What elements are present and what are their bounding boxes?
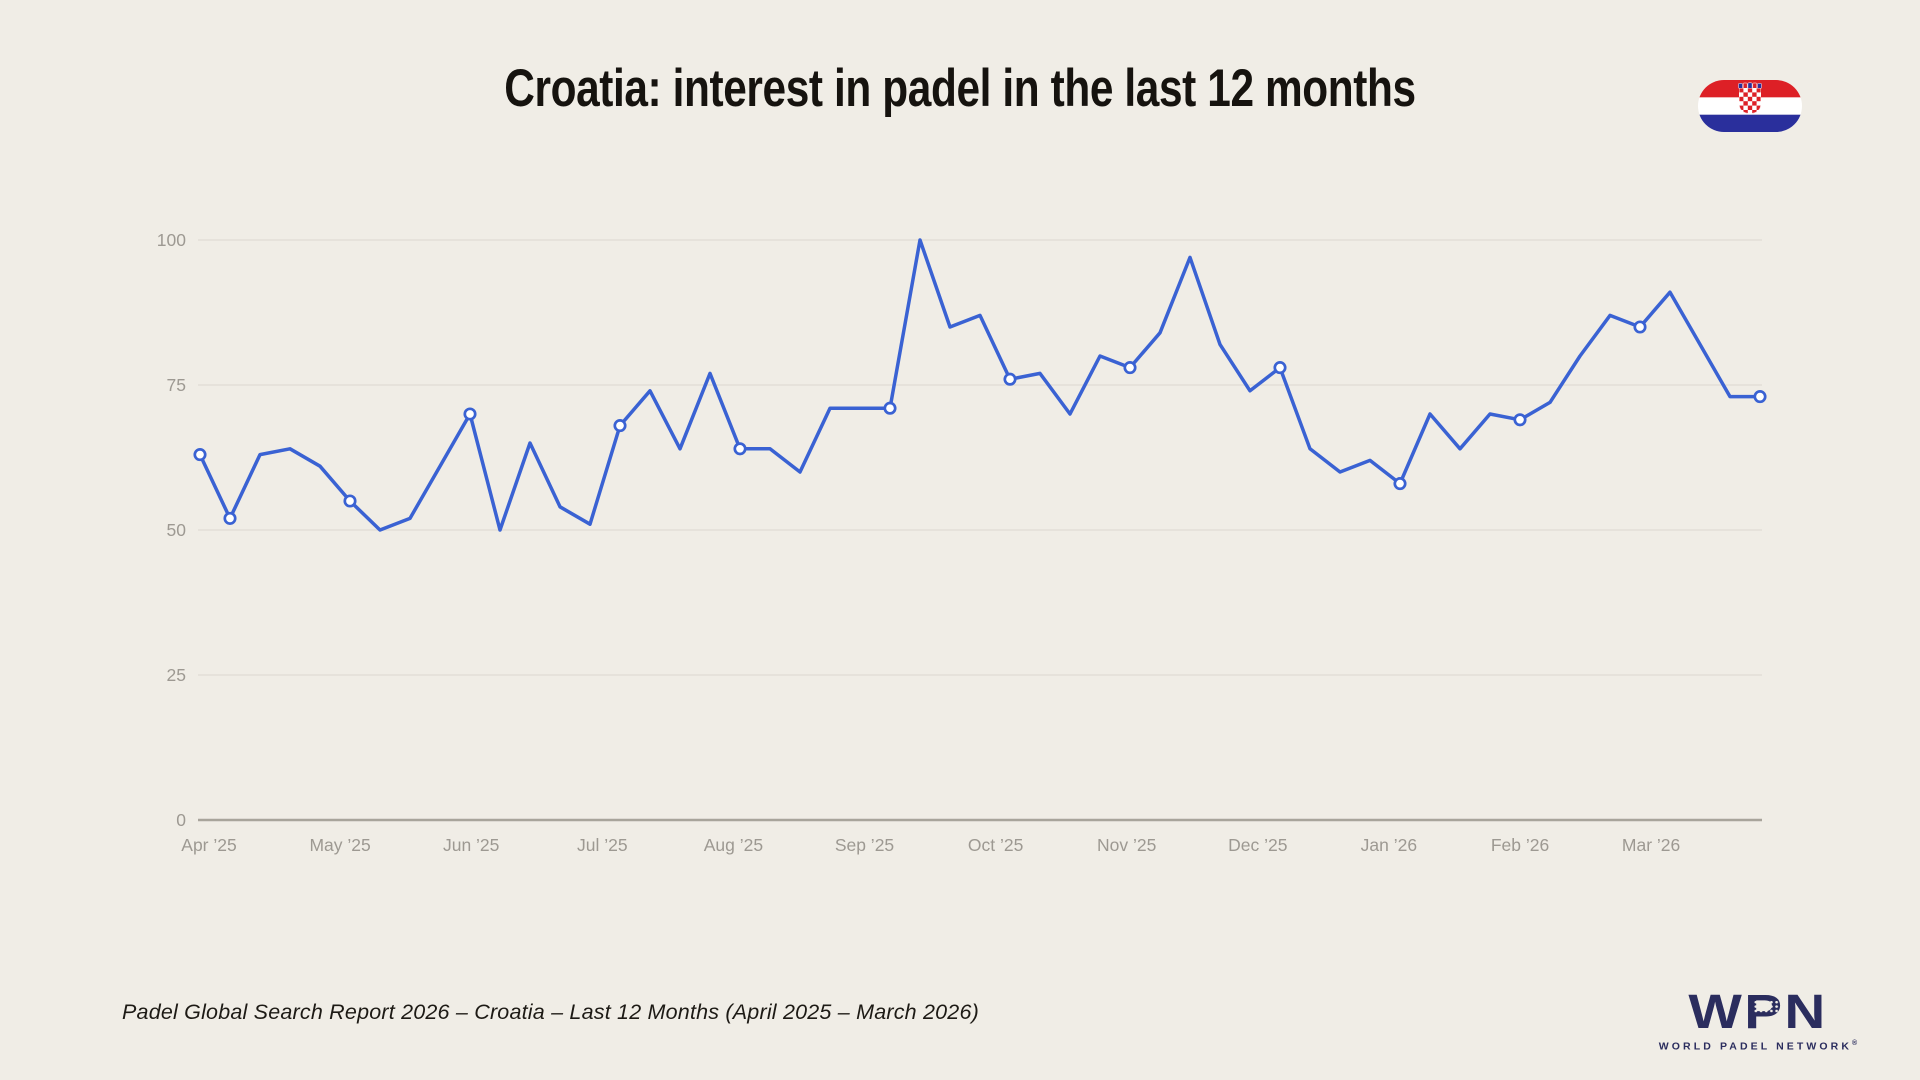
x-tick-label-7: Oct ’25 (968, 835, 1023, 855)
x-tick-label-10: Jan ’26 (1361, 835, 1417, 855)
x-tick-label-11: Feb ’26 (1491, 835, 1549, 855)
wpn-logo-subtitle: WORLD PADEL NETWORK® (1658, 1039, 1858, 1053)
data-point-marker (733, 442, 747, 456)
wpn-logo-acronym: WPN (1628, 989, 1888, 1037)
data-point-marker (1273, 361, 1287, 375)
x-tick-label-6: Sep ’25 (835, 835, 894, 855)
registered-trademark-icon: ® (1852, 1039, 1858, 1047)
x-tick-label-3: Jun ’25 (443, 835, 499, 855)
data-point-marker (1123, 361, 1137, 375)
data-point-marker (343, 494, 357, 508)
x-tick-label-8: Nov ’25 (1097, 835, 1156, 855)
y-tick-label-50: 50 (167, 520, 187, 540)
x-tick-label-9: Dec ’25 (1228, 835, 1287, 855)
data-point-marker (883, 401, 897, 415)
x-tick-label-5: Aug ’25 (704, 835, 763, 855)
source-caption: Padel Global Search Report 2026 – Croati… (122, 1000, 979, 1024)
data-point-marker (193, 448, 207, 462)
page-title: Croatia: interest in padel in the last 1… (504, 59, 1416, 118)
data-point-marker (613, 419, 627, 433)
data-point-marker (1393, 477, 1407, 491)
data-point-marker (1003, 372, 1017, 386)
y-tick-label-25: 25 (167, 665, 186, 685)
y-tick-label-75: 75 (167, 375, 186, 395)
x-tick-label-1: Apr ’25 (181, 835, 236, 855)
x-tick-label-4: Jul ’25 (577, 835, 628, 855)
data-point-marker (1753, 390, 1767, 404)
flag-crest-checkerboard (1739, 88, 1761, 114)
data-point-marker (1633, 320, 1647, 334)
trend-line (198, 238, 1762, 532)
croatia-flag-icon (1698, 80, 1802, 132)
data-point-marker (1513, 413, 1527, 427)
y-tick-label-0: 0 (176, 810, 186, 830)
data-point-marker (223, 511, 237, 525)
x-tick-label-2: May ’25 (309, 835, 370, 855)
wpn-logo-dot-pattern (1753, 1000, 1786, 1013)
data-point-marker (463, 407, 477, 421)
y-tick-label-100: 100 (157, 230, 186, 250)
x-tick-label-12: Mar ’26 (1622, 835, 1680, 855)
wpn-logo: WPN WORLD PADEL NETWORK® (1648, 989, 1868, 1053)
flag-band-blue (1698, 114, 1802, 132)
